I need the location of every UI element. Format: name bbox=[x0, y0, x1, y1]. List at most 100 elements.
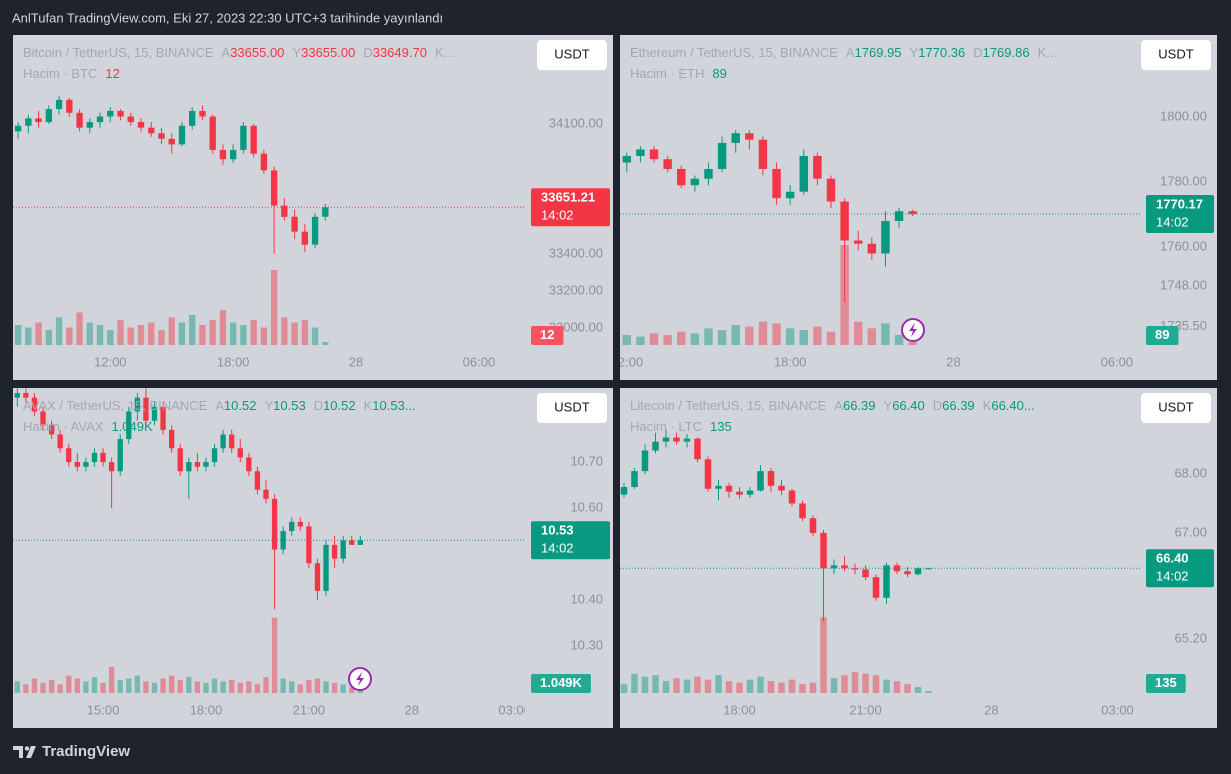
candle-body bbox=[799, 503, 806, 519]
candle-body bbox=[881, 220, 890, 254]
y-tick-label: 10.40 bbox=[570, 592, 603, 607]
x-tick-label: 28 bbox=[349, 354, 363, 369]
candle-body bbox=[772, 168, 781, 199]
x-tick-label: 03:00 bbox=[498, 702, 531, 717]
volume-bar bbox=[704, 328, 713, 345]
currency-button[interactable] bbox=[1141, 40, 1211, 70]
volume-bar bbox=[622, 335, 632, 345]
candle-body bbox=[717, 142, 727, 169]
candle-body bbox=[189, 110, 196, 126]
volume-bar bbox=[240, 325, 247, 345]
legend-label: K... bbox=[1038, 45, 1058, 60]
candle-body bbox=[194, 462, 201, 467]
candle-body bbox=[229, 149, 237, 160]
legend-value: 1770.36 bbox=[918, 45, 965, 60]
legend-value: 10.53 bbox=[273, 398, 306, 413]
x-tick-label: 21:00 bbox=[849, 702, 882, 717]
currency-button[interactable] bbox=[537, 393, 607, 423]
volume-bar bbox=[349, 687, 355, 693]
candle-body bbox=[158, 133, 165, 139]
volume-bar bbox=[168, 317, 175, 345]
candle-body bbox=[55, 99, 63, 110]
plot-area bbox=[13, 388, 525, 693]
candle-body bbox=[297, 521, 303, 527]
candle-body bbox=[704, 168, 713, 179]
volume-bar bbox=[620, 684, 628, 693]
candle-body bbox=[745, 133, 754, 140]
candle-body bbox=[683, 438, 691, 442]
price-tag-value: 66.40 bbox=[1156, 551, 1189, 566]
candle-body bbox=[731, 133, 740, 143]
currency-button[interactable] bbox=[537, 40, 607, 70]
volume-bar bbox=[108, 666, 115, 693]
x-tick-label: 18:00 bbox=[217, 354, 250, 369]
currency-label: USDT bbox=[554, 46, 589, 61]
volume-bar bbox=[117, 679, 123, 693]
x-tick-label: 12:00 bbox=[94, 354, 127, 369]
candle-body bbox=[211, 448, 218, 463]
legend-label: A bbox=[222, 45, 231, 60]
candle-body bbox=[758, 139, 768, 169]
volume-bar bbox=[758, 321, 768, 345]
footer-brand: TradingView bbox=[42, 743, 130, 760]
legend-label: D bbox=[363, 45, 372, 60]
volume-bar bbox=[830, 678, 838, 693]
y-tick-label: 10.60 bbox=[570, 500, 603, 515]
y-tick-label: 65.20 bbox=[1174, 630, 1207, 645]
x-tick-label: 06:00 bbox=[463, 354, 496, 369]
publish-title: AnlTufan TradingView.com, Eki 27, 2023 2… bbox=[12, 10, 443, 25]
volume-bar bbox=[297, 684, 303, 693]
volume-bar bbox=[203, 682, 209, 693]
volume-bar bbox=[14, 681, 20, 693]
candle-body bbox=[649, 149, 659, 160]
legend-label: Y bbox=[264, 398, 273, 413]
volume-bar bbox=[673, 678, 680, 693]
volume-tag-value: 135 bbox=[1155, 675, 1177, 690]
candle-body bbox=[137, 122, 145, 128]
candle-body bbox=[715, 485, 722, 489]
volume-bar bbox=[306, 679, 312, 693]
candle-body bbox=[820, 532, 827, 569]
legend-label: Y bbox=[292, 45, 301, 60]
candle-body bbox=[331, 544, 338, 559]
volume-bar bbox=[652, 675, 659, 693]
legend-label: A bbox=[846, 45, 855, 60]
candle-body bbox=[854, 240, 863, 244]
volume-title: Hacim · BTC bbox=[23, 66, 97, 81]
volume-bar bbox=[881, 323, 890, 345]
volume-bar bbox=[862, 673, 869, 693]
symbol-legend: AVAX / TetherUS, 15, BINANCE A10.52 Y10.53… bbox=[23, 398, 416, 413]
volume-bar bbox=[778, 682, 785, 693]
volume-bar bbox=[83, 681, 89, 693]
candle-body bbox=[690, 178, 700, 186]
candle-body bbox=[177, 448, 183, 472]
volume-bar bbox=[91, 677, 98, 693]
volume-bar bbox=[301, 320, 309, 345]
volume-bar bbox=[772, 323, 781, 345]
volume-bar bbox=[914, 687, 922, 693]
candle-body bbox=[48, 425, 55, 435]
volume-tag bbox=[1146, 326, 1179, 345]
candle-body bbox=[100, 452, 106, 463]
legend-label: K bbox=[983, 398, 992, 413]
volume-bar bbox=[894, 335, 904, 345]
volume-bar bbox=[194, 681, 201, 693]
volume-legend: Hacim · BTC 12 bbox=[23, 66, 120, 81]
currency-button[interactable] bbox=[1141, 393, 1211, 423]
volume-bar bbox=[311, 327, 319, 345]
volume-bar bbox=[717, 330, 727, 345]
candle-body bbox=[778, 485, 785, 491]
volume-bar bbox=[331, 682, 338, 693]
volume-bar bbox=[323, 681, 329, 693]
volume-bar bbox=[757, 676, 764, 693]
plot-area bbox=[620, 429, 1140, 693]
candle-body bbox=[117, 439, 123, 472]
volume-bar bbox=[340, 684, 346, 693]
price-tag bbox=[1146, 194, 1214, 233]
volume-bar bbox=[683, 679, 691, 693]
legend-label: K... bbox=[435, 45, 455, 60]
candle-body bbox=[66, 99, 73, 113]
candle-body bbox=[830, 565, 838, 569]
volume-tag bbox=[531, 674, 591, 693]
price-tag bbox=[1146, 549, 1214, 588]
